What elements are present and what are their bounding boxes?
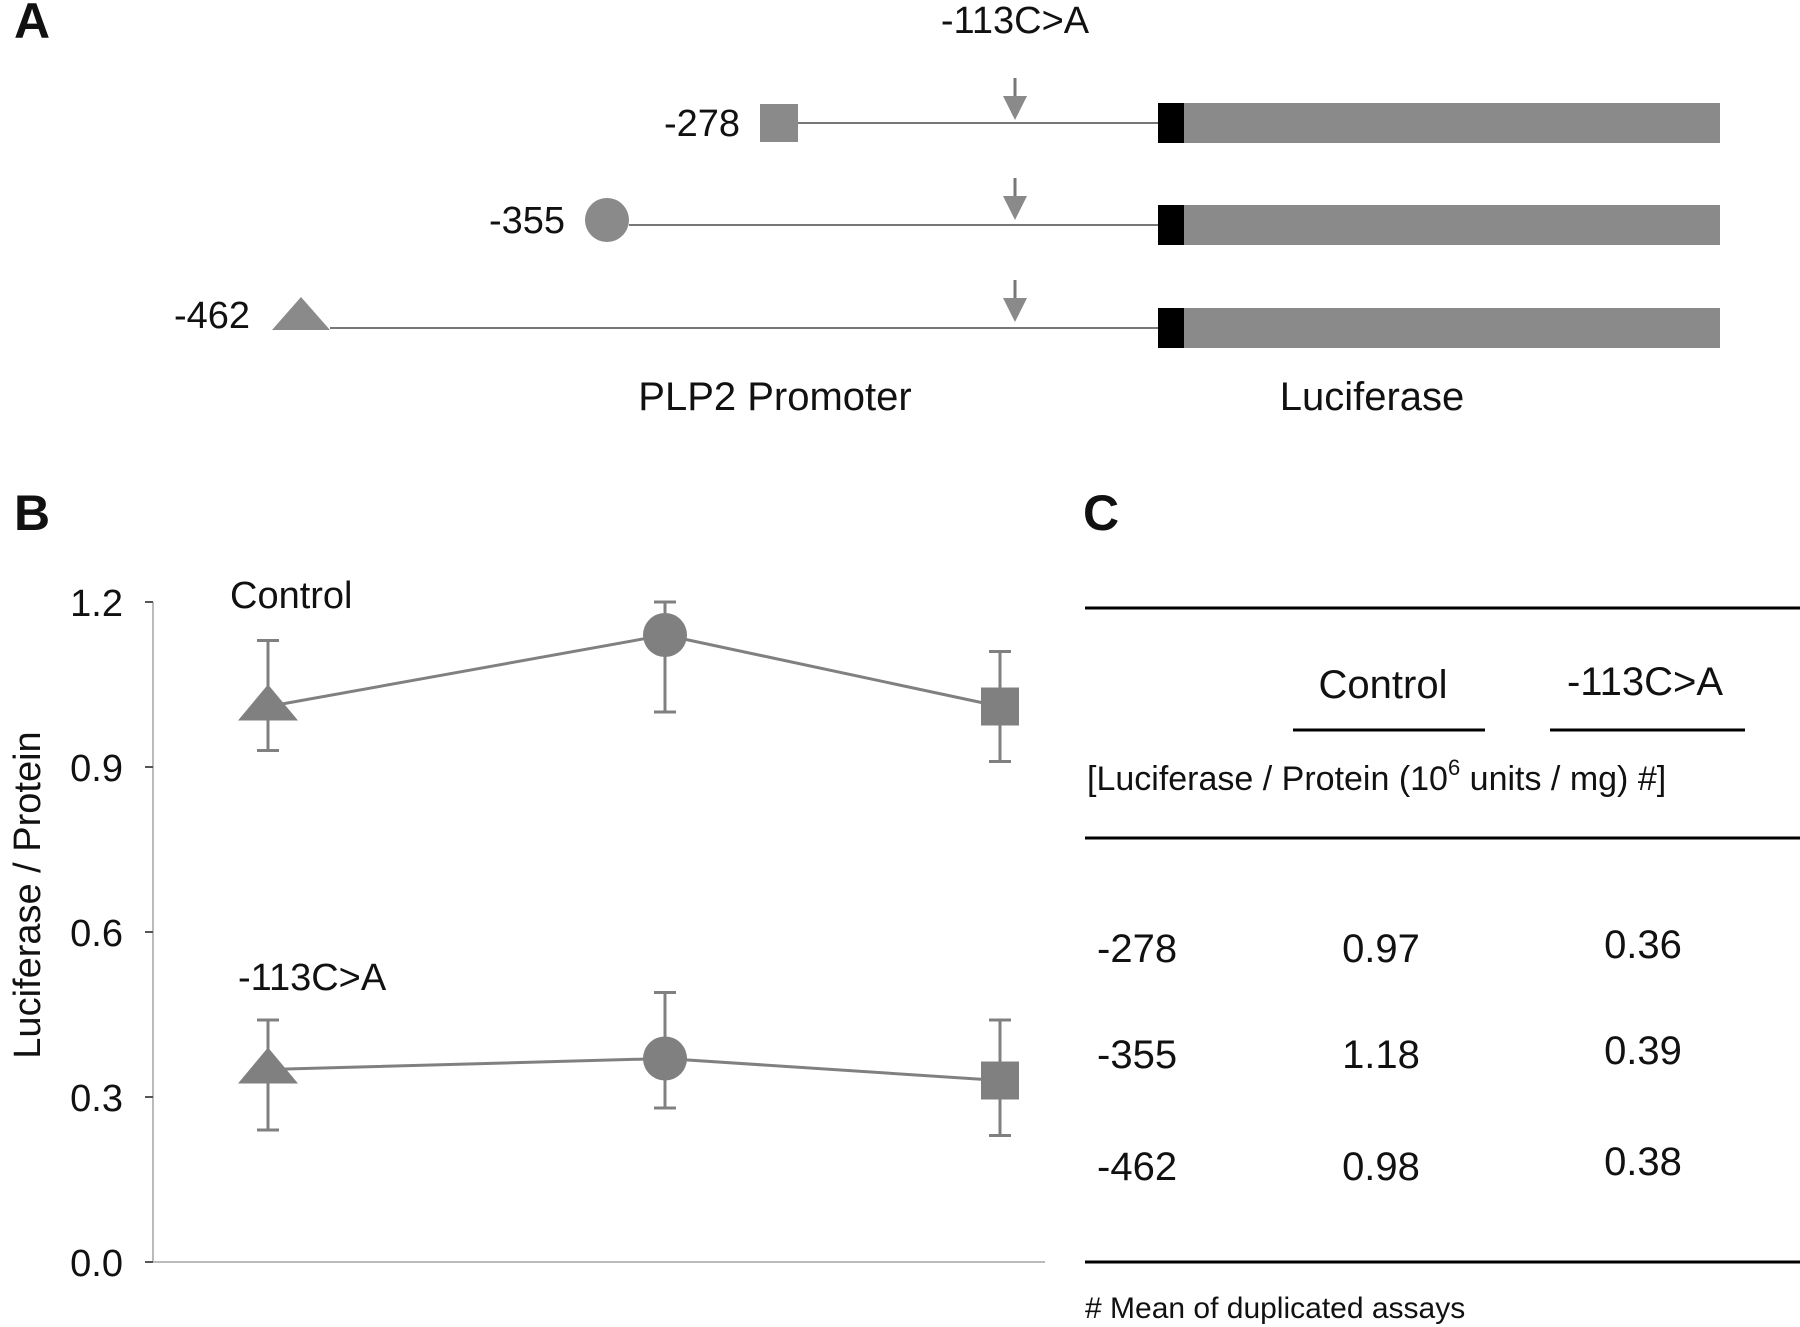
square-point	[981, 687, 1019, 726]
luciferase-bar	[1184, 205, 1720, 245]
luciferase-label: Luciferase	[1280, 375, 1465, 419]
panel-b: B Luciferase / Protein 0.0 0.3 0.6 0.9 1.2 C…	[7, 485, 1045, 1285]
series-group	[238, 991, 1019, 1137]
construct-462: -462	[174, 280, 1720, 348]
promoter-label: PLP2 Promoter	[638, 375, 911, 419]
table-row: -355 1.18 0.39	[1097, 1029, 1682, 1077]
luciferase-bar	[1184, 103, 1720, 143]
unit-superscript: 6	[1448, 755, 1460, 780]
y-ticks: 0.0 0.3 0.6 0.9 1.2	[70, 583, 153, 1285]
panel-c-letter: C	[1083, 485, 1119, 541]
series-label-control: Control	[230, 575, 353, 617]
triangle-point	[238, 684, 298, 721]
control-value: 0.97	[1342, 927, 1420, 971]
mutation-arrow	[1003, 280, 1027, 322]
panel-c: C Control -113C>A [Luciferase / Protein …	[1083, 485, 1800, 1325]
start-block	[1158, 205, 1184, 245]
header-mutant: -113C>A	[1567, 660, 1723, 704]
square-marker	[760, 104, 798, 142]
mutation-label: -113C>A	[941, 0, 1090, 42]
unit-suffix: units / mg) #]	[1460, 760, 1666, 798]
circle-point	[643, 1036, 687, 1081]
square-point	[981, 1061, 1019, 1100]
luciferase-bar	[1184, 308, 1720, 348]
construct-label-462: -462	[174, 295, 250, 337]
table-row: -462 0.98 0.38	[1097, 1140, 1682, 1189]
start-block	[1158, 103, 1184, 143]
mutation-arrow	[1003, 78, 1027, 120]
circle-marker	[585, 198, 629, 242]
triangle-marker	[272, 297, 330, 330]
construct-label-355: -355	[489, 200, 565, 242]
control-value: 0.98	[1342, 1145, 1420, 1189]
series-line	[267, 1056, 1001, 1082]
row-label: -355	[1097, 1033, 1177, 1077]
y-tick-label: 0.6	[70, 913, 123, 955]
construct-278: -278	[664, 78, 1720, 145]
row-label: -462	[1097, 1145, 1177, 1189]
panel-b-letter: B	[14, 485, 50, 541]
row-label: -278	[1097, 927, 1177, 971]
series-group	[238, 600, 1019, 763]
header-control: Control	[1319, 663, 1448, 707]
construct-label-278: -278	[664, 103, 740, 145]
unit-prefix: [Luciferase / Protein (10	[1087, 760, 1448, 798]
panel-a: A -113C>A -278 -355	[14, 0, 1720, 419]
mutation-arrow	[1003, 178, 1027, 220]
mutant-value: 0.39	[1604, 1029, 1682, 1073]
y-tick-label: 0.0	[70, 1243, 123, 1285]
control-value: 1.18	[1342, 1033, 1420, 1077]
start-block	[1158, 308, 1184, 348]
circle-point	[643, 613, 687, 657]
series-line	[267, 633, 1001, 708]
mutant-value: 0.36	[1604, 923, 1682, 967]
y-tick-label: 1.2	[70, 583, 123, 625]
table-row: -278 0.97 0.36	[1097, 923, 1682, 971]
unit-row: [Luciferase / Protein (106 units / mg) #…	[1087, 755, 1666, 798]
y-tick-label: 0.3	[70, 1078, 123, 1120]
triangle-point	[238, 1047, 298, 1084]
panel-a-letter: A	[14, 0, 50, 49]
series-label-mutant: -113C>A	[238, 957, 387, 999]
construct-355: -355	[489, 178, 1720, 245]
series-layer	[238, 600, 1019, 1137]
footnote: # Mean of duplicated assays	[1085, 1292, 1465, 1325]
mutant-value: 0.38	[1604, 1140, 1682, 1184]
y-axis-label: Luciferase / Protein	[7, 731, 49, 1058]
y-tick-label: 0.9	[70, 748, 123, 790]
